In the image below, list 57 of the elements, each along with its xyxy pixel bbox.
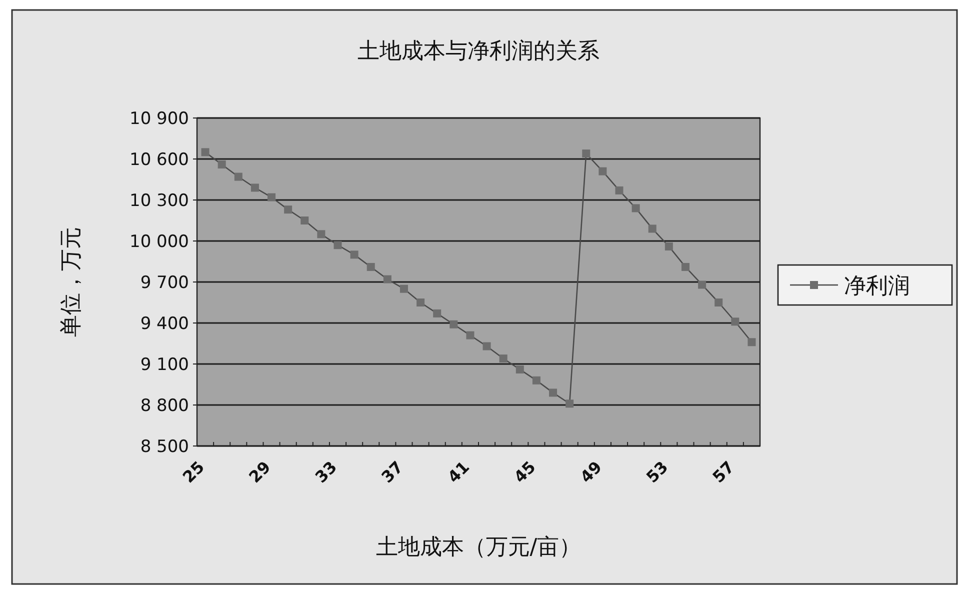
point xyxy=(648,224,656,233)
point xyxy=(268,193,276,202)
point xyxy=(416,298,425,306)
point xyxy=(748,338,756,346)
point xyxy=(466,331,474,340)
point xyxy=(598,167,607,176)
x-tick-label: 29 xyxy=(245,457,274,487)
point xyxy=(664,242,673,250)
point xyxy=(482,342,491,350)
point xyxy=(698,280,706,289)
y-tick-label: 10 600 xyxy=(130,150,189,170)
point xyxy=(300,216,309,224)
chart-title: 土地成本与净利润的关系 xyxy=(358,39,600,64)
x-axis-title: 土地成本（万元/亩） xyxy=(376,535,582,560)
point xyxy=(317,230,326,238)
point xyxy=(731,318,740,326)
x-tick-label: 37 xyxy=(378,457,407,487)
point xyxy=(549,388,558,397)
point xyxy=(433,309,442,318)
x-tick-label: 49 xyxy=(576,457,606,487)
point xyxy=(234,172,242,181)
point xyxy=(366,262,375,271)
point xyxy=(566,400,574,408)
y-axis-title: 单位，万元 xyxy=(59,227,84,337)
point xyxy=(250,184,259,192)
point xyxy=(450,320,458,328)
point xyxy=(615,186,624,194)
y-tick-label: 9 400 xyxy=(140,314,189,334)
point xyxy=(334,241,342,250)
point xyxy=(532,376,540,384)
point xyxy=(400,284,408,293)
point xyxy=(681,262,690,271)
point xyxy=(284,206,292,214)
point xyxy=(714,298,723,306)
point xyxy=(516,365,524,374)
x-tick-label: 33 xyxy=(311,457,341,487)
point xyxy=(499,354,508,363)
point xyxy=(632,204,640,212)
point xyxy=(218,160,226,168)
y-tick-label: 9 700 xyxy=(140,273,189,293)
point xyxy=(383,275,392,284)
legend-label: 净利润 xyxy=(844,274,910,299)
point xyxy=(582,150,590,158)
y-tick-label: 9 100 xyxy=(140,355,189,375)
x-tick-label: 41 xyxy=(444,457,474,487)
y-tick-label: 10 000 xyxy=(130,232,189,252)
point xyxy=(350,250,358,259)
y-tick-label: 8 500 xyxy=(140,437,189,457)
x-tick-label: 57 xyxy=(708,457,738,487)
legend: 净利润 xyxy=(777,264,953,306)
point xyxy=(201,148,210,156)
x-tick-label: 53 xyxy=(642,457,672,487)
x-tick-label: 25 xyxy=(178,457,208,487)
y-tick-label: 10 300 xyxy=(130,191,189,211)
x-tick-label: 45 xyxy=(510,457,540,487)
y-tick-label: 8 800 xyxy=(140,396,189,416)
y-tick-label: 10 900 xyxy=(130,109,189,129)
